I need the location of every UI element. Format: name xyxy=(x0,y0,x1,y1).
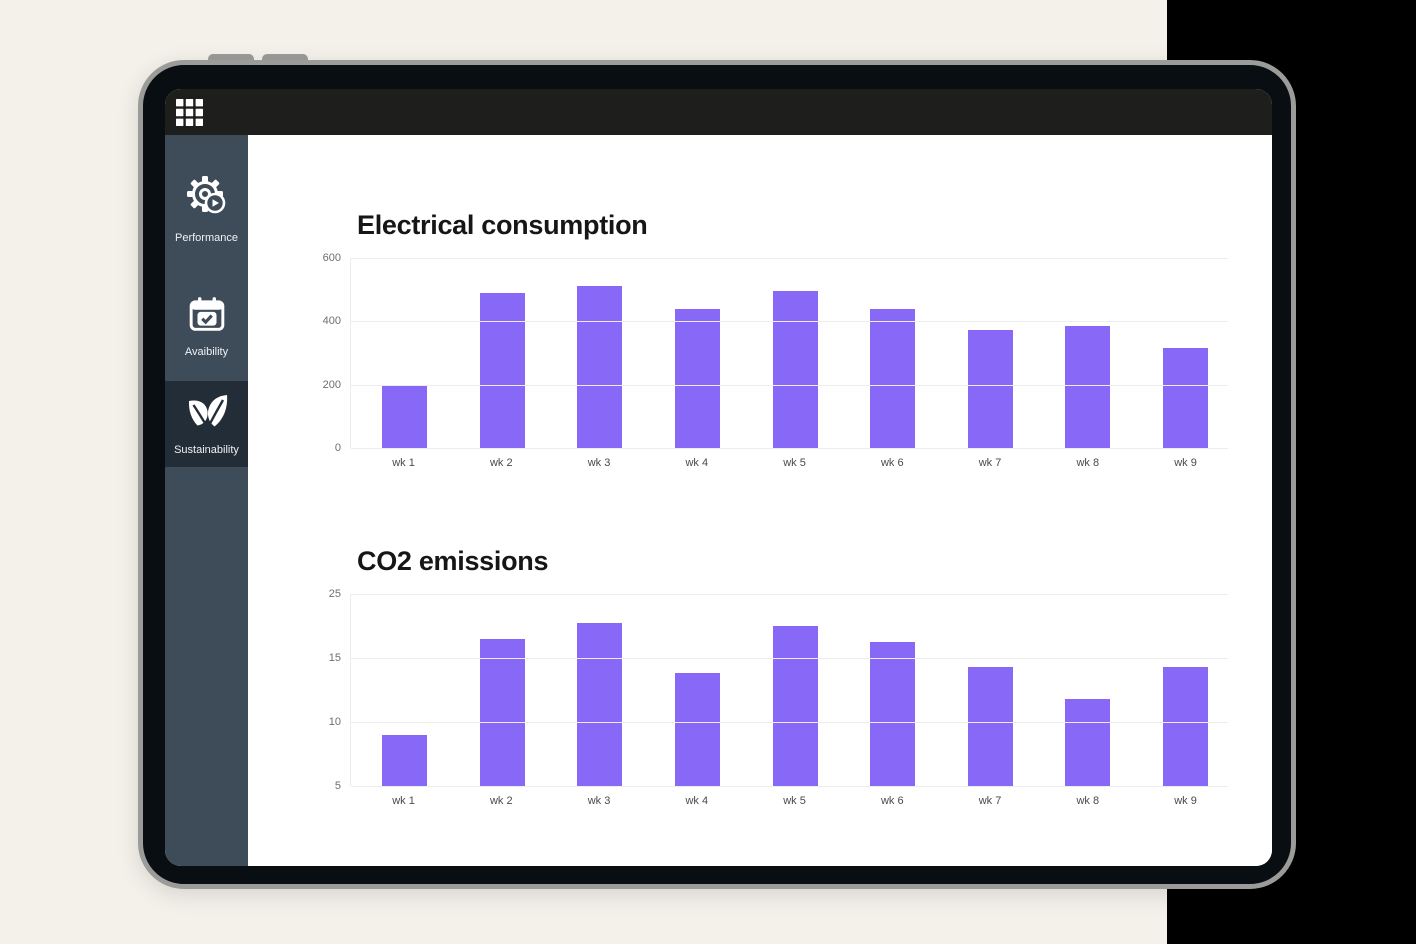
sidebar-item-label: Avaibility xyxy=(184,346,229,358)
gear-play-icon xyxy=(185,175,229,224)
x-tick-label: wk 5 xyxy=(783,457,806,469)
gridline xyxy=(351,258,1228,259)
bar-wk-6 xyxy=(870,642,916,786)
y-tick-label: 0 xyxy=(334,442,341,454)
gridline xyxy=(351,658,1228,659)
calendar-check-icon xyxy=(188,295,226,338)
sidebar-item-label: Sustainability xyxy=(174,444,239,456)
y-tick-label: 10 xyxy=(328,716,341,728)
chart-title: CO2 emissions xyxy=(357,546,549,576)
bar-wk-7 xyxy=(967,667,1013,786)
gridline xyxy=(351,384,1228,386)
plot-area: 25 15 10 5 xyxy=(329,588,1228,792)
y-tick-label: 200 xyxy=(322,378,341,391)
x-tick-label: wk 8 xyxy=(1076,457,1100,469)
x-tick-label: wk 3 xyxy=(587,457,611,469)
x-tick-label: wk 2 xyxy=(489,457,513,469)
gridline xyxy=(351,722,1228,723)
x-labels-row: wk 1 wk 2 wk 3 wk 4 wk 5 wk 6 wk 7 wk 8 wk 9 xyxy=(350,795,1228,807)
y-tick-label: 25 xyxy=(328,588,341,600)
bar-wk-8 xyxy=(1065,699,1111,786)
sidebar-item-performance[interactable]: Performance xyxy=(165,163,248,257)
x-tick-label: wk 9 xyxy=(1174,457,1197,469)
grid-icon xyxy=(176,98,203,129)
x-tick-label: wk 4 xyxy=(685,795,709,807)
x-labels-row: wk 1 wk 2 wk 3 wk 4 wk 5 wk 6 wk 7 wk 8 wk 9 xyxy=(350,457,1228,469)
x-tick-label: wk 3 xyxy=(587,795,611,807)
bar-wk-7 xyxy=(967,330,1013,448)
bar-wk-5 xyxy=(772,626,818,786)
x-tick-label: wk 4 xyxy=(685,457,709,469)
sidebar: Performance xyxy=(165,135,248,866)
gridline xyxy=(351,594,1228,595)
tablet-frame: Performance xyxy=(138,60,1296,889)
x-tick-label: wk 6 xyxy=(880,457,904,469)
x-tick-label: wk 7 xyxy=(978,795,1002,807)
bars-row xyxy=(351,258,1228,448)
bar-wk-4 xyxy=(674,309,720,448)
app-launcher-button[interactable] xyxy=(176,98,203,129)
x-tick-label: wk 6 xyxy=(880,795,904,807)
bar-wk-9 xyxy=(1163,348,1208,448)
sidebar-item-sustainability[interactable]: Sustainability xyxy=(165,381,248,467)
bar-wk-5 xyxy=(772,291,818,448)
gridline xyxy=(351,321,1228,323)
bar-wk-2 xyxy=(479,293,525,448)
plot-area: 600 400 200 0 xyxy=(323,252,1228,454)
y-tick-label: 15 xyxy=(328,652,341,664)
bar-wk-6 xyxy=(870,309,916,448)
sidebar-item-label: Performance xyxy=(175,232,238,244)
x-tick-label: wk 9 xyxy=(1174,795,1197,807)
x-tick-label: wk 1 xyxy=(392,457,415,469)
x-tick-label: wk 2 xyxy=(489,795,513,807)
top-app-bar xyxy=(165,89,1272,135)
gridline xyxy=(351,786,1228,787)
sidebar-item-availability[interactable]: Avaibility xyxy=(165,283,248,371)
tablet-mockup: Performance xyxy=(138,54,1296,889)
leaves-icon xyxy=(183,391,231,438)
gridline xyxy=(351,448,1228,449)
bar-wk-2 xyxy=(479,639,525,786)
bar-wk-1 xyxy=(382,385,427,448)
x-tick-label: wk 5 xyxy=(783,795,806,807)
dashboard-content: Electrical consumption 600 400 200 0 wk 1 wk… xyxy=(248,135,1272,866)
bar-wk-3 xyxy=(577,623,623,786)
tablet-screen: Performance xyxy=(165,89,1272,866)
x-tick-label: wk 1 xyxy=(392,795,415,807)
bar-wk-8 xyxy=(1065,326,1111,448)
y-tick-label: 600 xyxy=(322,252,341,264)
main-area: Performance xyxy=(165,135,1272,866)
bar-wk-4 xyxy=(674,673,720,786)
y-tick-label: 400 xyxy=(322,315,341,328)
bar-wk-3 xyxy=(577,286,623,448)
x-tick-label: wk 7 xyxy=(978,457,1002,469)
chart-title: Electrical consumption xyxy=(357,210,648,240)
bar-wk-9 xyxy=(1163,667,1208,786)
chart-electrical-consumption: Electrical consumption 600 400 200 0 wk 1 wk… xyxy=(323,208,1228,469)
x-tick-label: wk 8 xyxy=(1076,795,1100,807)
bar-wk-1 xyxy=(382,735,427,786)
y-tick-label: 5 xyxy=(334,780,341,792)
bars-row xyxy=(351,594,1228,786)
chart-co2-emissions: CO2 emissions 25 15 10 5 wk 1 wk 2 wk 3 wk 4 wk… xyxy=(329,544,1228,807)
